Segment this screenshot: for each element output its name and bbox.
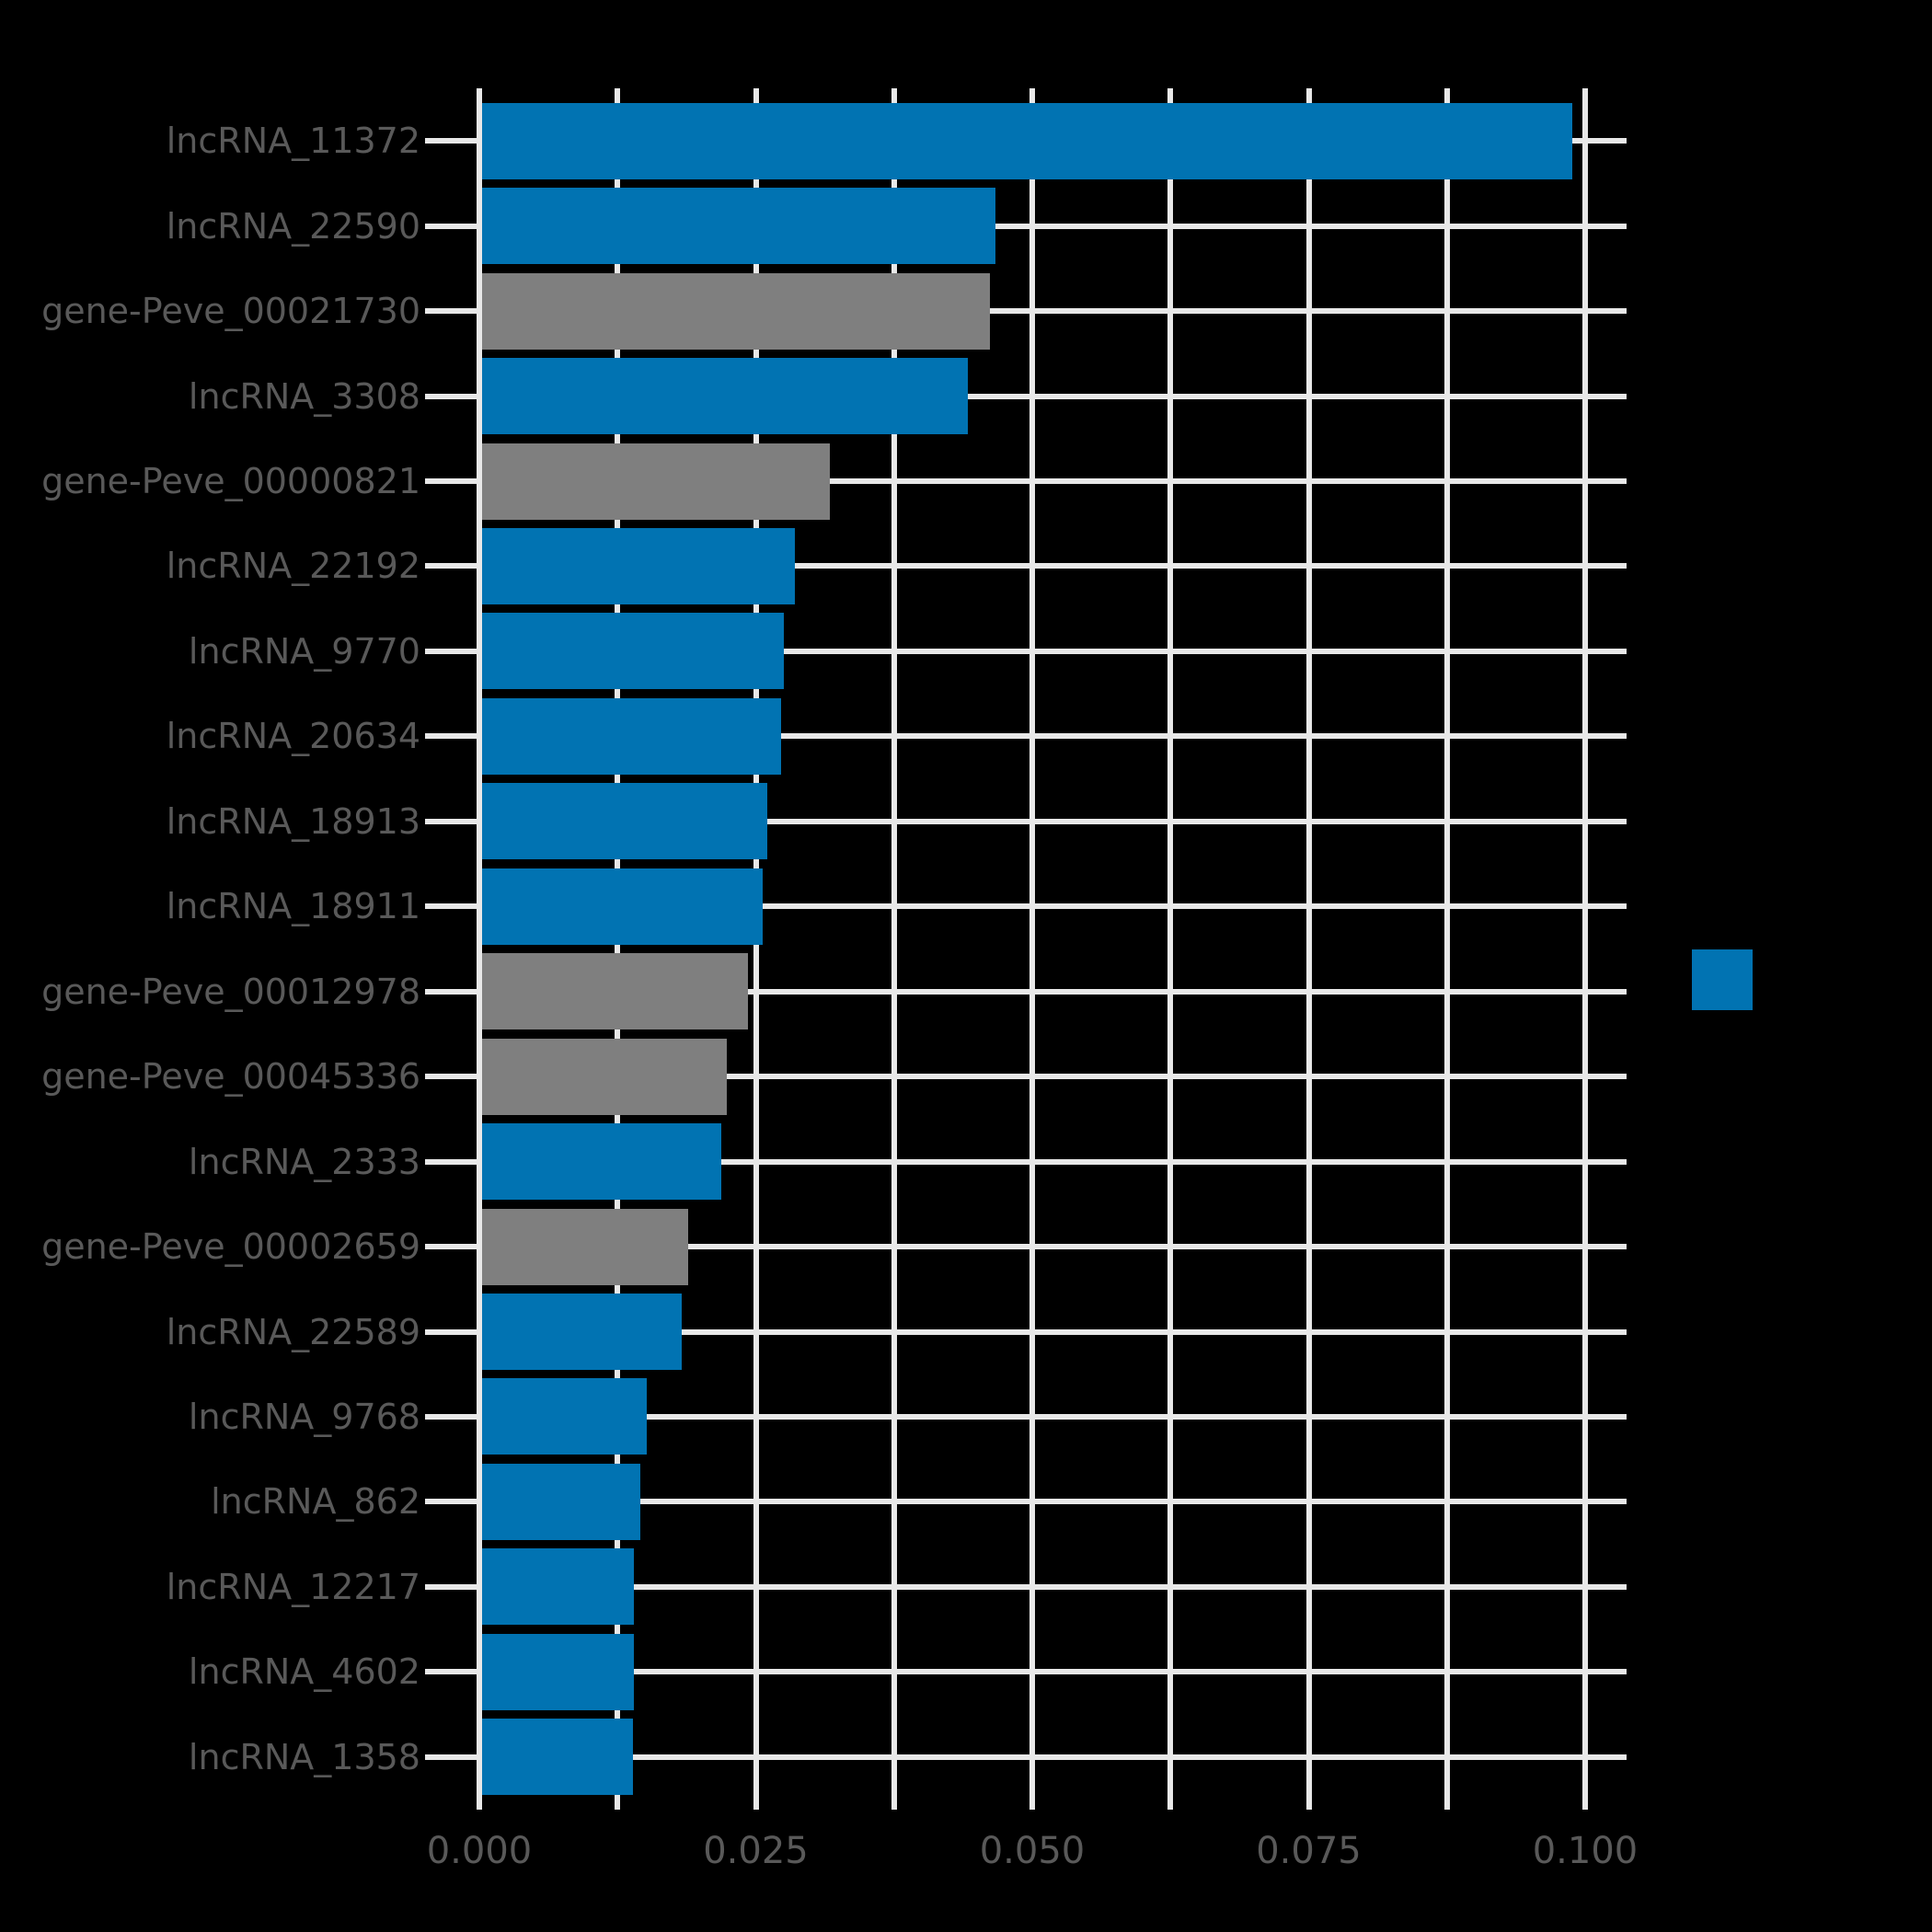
x-gridline: [1167, 88, 1174, 1810]
y-gridline: [425, 988, 1627, 995]
y-gridline: [425, 393, 1627, 399]
x-gridline: [891, 88, 897, 1810]
bar-lncRNA_18911: [482, 868, 763, 945]
x-gridline: [1305, 88, 1312, 1810]
legend-swatch: [1692, 949, 1753, 1010]
y-tick-label: lncRNA_1358: [188, 1736, 420, 1777]
bar-lncRNA_1358: [482, 1719, 634, 1796]
y-gridline: [425, 1583, 1627, 1590]
y-tick-label: lncRNA_9768: [188, 1396, 420, 1437]
bar-gene-Peve_00012978: [482, 953, 749, 1030]
bar-lncRNA_9768: [482, 1378, 647, 1455]
y-tick-label: lncRNA_3308: [188, 375, 420, 417]
bar-lncRNA_18913: [482, 783, 767, 860]
y-tick-label: lncRNA_4602: [188, 1651, 420, 1693]
y-gridline: [425, 818, 1627, 824]
x-gridline: [1582, 88, 1588, 1810]
y-gridline: [425, 1158, 1627, 1165]
x-tick-label: 0.100: [1532, 1830, 1639, 1872]
y-tick-label: lncRNA_18913: [166, 800, 420, 842]
x-gridline: [753, 88, 759, 1810]
y-tick-label: gene-Peve_00045336: [41, 1056, 420, 1098]
y-tick-label: lncRNA_862: [211, 1481, 420, 1523]
y-gridline: [425, 1413, 1627, 1420]
bar-gene-Peve_00021730: [482, 272, 991, 350]
y-tick-label: lncRNA_20634: [166, 716, 420, 757]
y-tick-label: lncRNA_22590: [166, 205, 420, 247]
bar-lncRNA_22590: [482, 188, 996, 265]
bar-lncRNA_12217: [482, 1548, 635, 1626]
bar-lncRNA_20634: [482, 697, 782, 775]
y-gridline: [425, 308, 1627, 315]
bar-lncRNA_11372: [482, 102, 1572, 179]
y-tick-label: lncRNA_18911: [166, 886, 420, 927]
y-tick-label: lncRNA_22589: [166, 1311, 420, 1352]
y-tick-label: gene-Peve_00002659: [41, 1226, 420, 1268]
y-tick-label: lncRNA_22192: [166, 546, 420, 587]
y-gridline: [425, 648, 1627, 654]
y-gridline: [425, 1244, 1627, 1250]
bar-lncRNA_2333: [482, 1123, 722, 1201]
y-gridline: [425, 1074, 1627, 1080]
y-gridline: [425, 1669, 1627, 1675]
bar-gene-Peve_00000821: [482, 443, 831, 520]
bar-lncRNA_22192: [482, 527, 795, 604]
x-gridline: [477, 88, 482, 1810]
x-tick-label: 0.075: [1256, 1830, 1362, 1872]
y-gridline: [425, 733, 1627, 740]
y-gridline: [425, 223, 1627, 229]
y-tick-label: lncRNA_2333: [188, 1141, 420, 1182]
y-gridline: [425, 1754, 1627, 1760]
bar-gene-Peve_00045336: [482, 1038, 728, 1115]
y-gridline: [425, 1499, 1627, 1505]
bar-lncRNA_4602: [482, 1633, 635, 1710]
y-gridline: [425, 1328, 1627, 1335]
x-tick-label: 0.025: [703, 1830, 809, 1872]
y-gridline: [425, 903, 1627, 910]
y-gridline: [425, 563, 1627, 569]
y-tick-label: gene-Peve_00021730: [41, 291, 420, 332]
y-tick-label: gene-Peve_00000821: [41, 461, 420, 502]
y-tick-label: lncRNA_9770: [188, 630, 420, 672]
bar-lncRNA_9770: [482, 613, 784, 690]
bar-lncRNA_3308: [482, 358, 969, 435]
y-tick-label: lncRNA_12217: [166, 1566, 420, 1607]
x-tick-label: 0.000: [426, 1830, 533, 1872]
bar-lncRNA_862: [482, 1463, 641, 1540]
x-gridline: [1029, 88, 1035, 1810]
x-tick-label: 0.050: [979, 1830, 1086, 1872]
x-gridline: [615, 88, 621, 1810]
y-tick-label: gene-Peve_00012978: [41, 971, 420, 1012]
x-gridline: [1443, 88, 1450, 1810]
y-gridline: [425, 478, 1627, 485]
bar-lncRNA_22589: [482, 1294, 682, 1371]
y-tick-label: lncRNA_11372: [166, 121, 420, 162]
bar-gene-Peve_00002659: [482, 1208, 689, 1285]
